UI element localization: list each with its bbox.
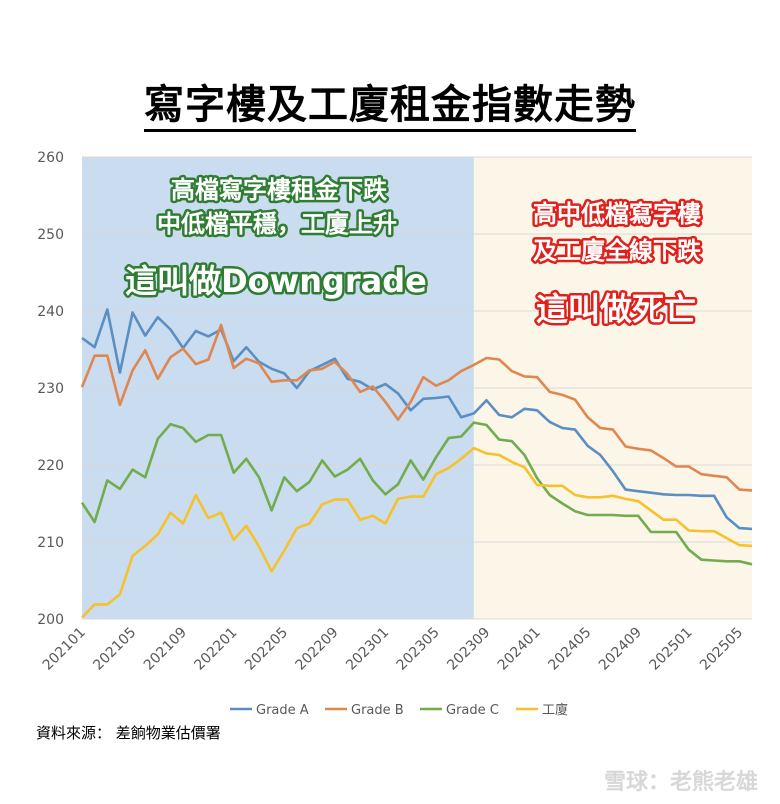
- watermark: 雪球：老熊老雄: [603, 770, 758, 795]
- x-tick-label: 202505: [697, 625, 746, 674]
- right-annotation-line1: 高中低檔寫字樓: [533, 200, 701, 228]
- left-annotation-line2: 中低檔平穩，工廈上升: [157, 210, 397, 238]
- right-annotation-line2: 及工廈全線下跌: [533, 237, 702, 265]
- left-annotation-line3: 這叫做Downgrade: [125, 262, 427, 300]
- legend-label: Grade A: [256, 703, 309, 718]
- x-tick-label: 202209: [293, 625, 342, 674]
- y-tick-label: 200: [37, 612, 64, 628]
- legend-label: Grade B: [351, 703, 404, 718]
- right-annotation-line3: 這叫做死亡: [536, 290, 696, 328]
- y-axis-ticks: 200 210 220 230 240 250 260: [37, 150, 64, 628]
- data-source: 資料來源： 差餉物業估價署: [36, 724, 221, 742]
- legend-label: 工廈: [542, 702, 568, 718]
- series-line-工廈: [81, 446, 753, 619]
- legend-label: Grade C: [446, 703, 499, 718]
- left-annotation-line1: 高檔寫字樓租金下跌: [171, 176, 388, 204]
- y-tick-label: 220: [37, 458, 64, 474]
- y-tick-label: 210: [37, 535, 64, 551]
- x-tick-label: 202109: [141, 625, 190, 674]
- series-line-Grade A: [81, 308, 753, 531]
- x-tick-label: 202401: [495, 625, 544, 674]
- x-tick-label: 202501: [647, 625, 696, 674]
- x-tick-label: 202101: [40, 625, 89, 674]
- y-tick-label: 260: [37, 150, 64, 166]
- x-tick-label: 202409: [596, 625, 645, 674]
- right-annotation: 高中低檔寫字樓 及工廈全線下跌 這叫做死亡: [531, 198, 705, 331]
- x-tick-label: 202301: [343, 625, 392, 674]
- x-tick-label: 202205: [242, 625, 291, 674]
- x-tick-label: 202305: [394, 625, 443, 674]
- series-lines: [80, 308, 753, 619]
- y-tick-label: 230: [37, 381, 64, 397]
- y-tick-label: 250: [37, 227, 64, 243]
- left-annotation: 高檔寫字樓租金下跌 中低檔平穩，工廈上升 這叫做Downgrade: [123, 174, 430, 303]
- x-axis-ticks: 202101 202105 202109 202201 202205 202209 2023…: [40, 625, 746, 674]
- x-tick-label: 202309: [444, 625, 493, 674]
- x-tick-label: 202405: [545, 625, 594, 674]
- legend: Grade A Grade B Grade C 工廈: [230, 702, 568, 718]
- y-tick-label: 240: [37, 304, 64, 320]
- x-tick-label: 202201: [191, 625, 240, 674]
- x-tick-label: 202105: [90, 625, 139, 674]
- chart-title-text: 寫字樓及工廈租金指數走勢: [144, 82, 636, 132]
- series-line-Grade B: [80, 323, 753, 492]
- chart-title: 寫字樓及工廈租金指數走勢: [0, 72, 780, 132]
- series-line-Grade C: [80, 421, 753, 566]
